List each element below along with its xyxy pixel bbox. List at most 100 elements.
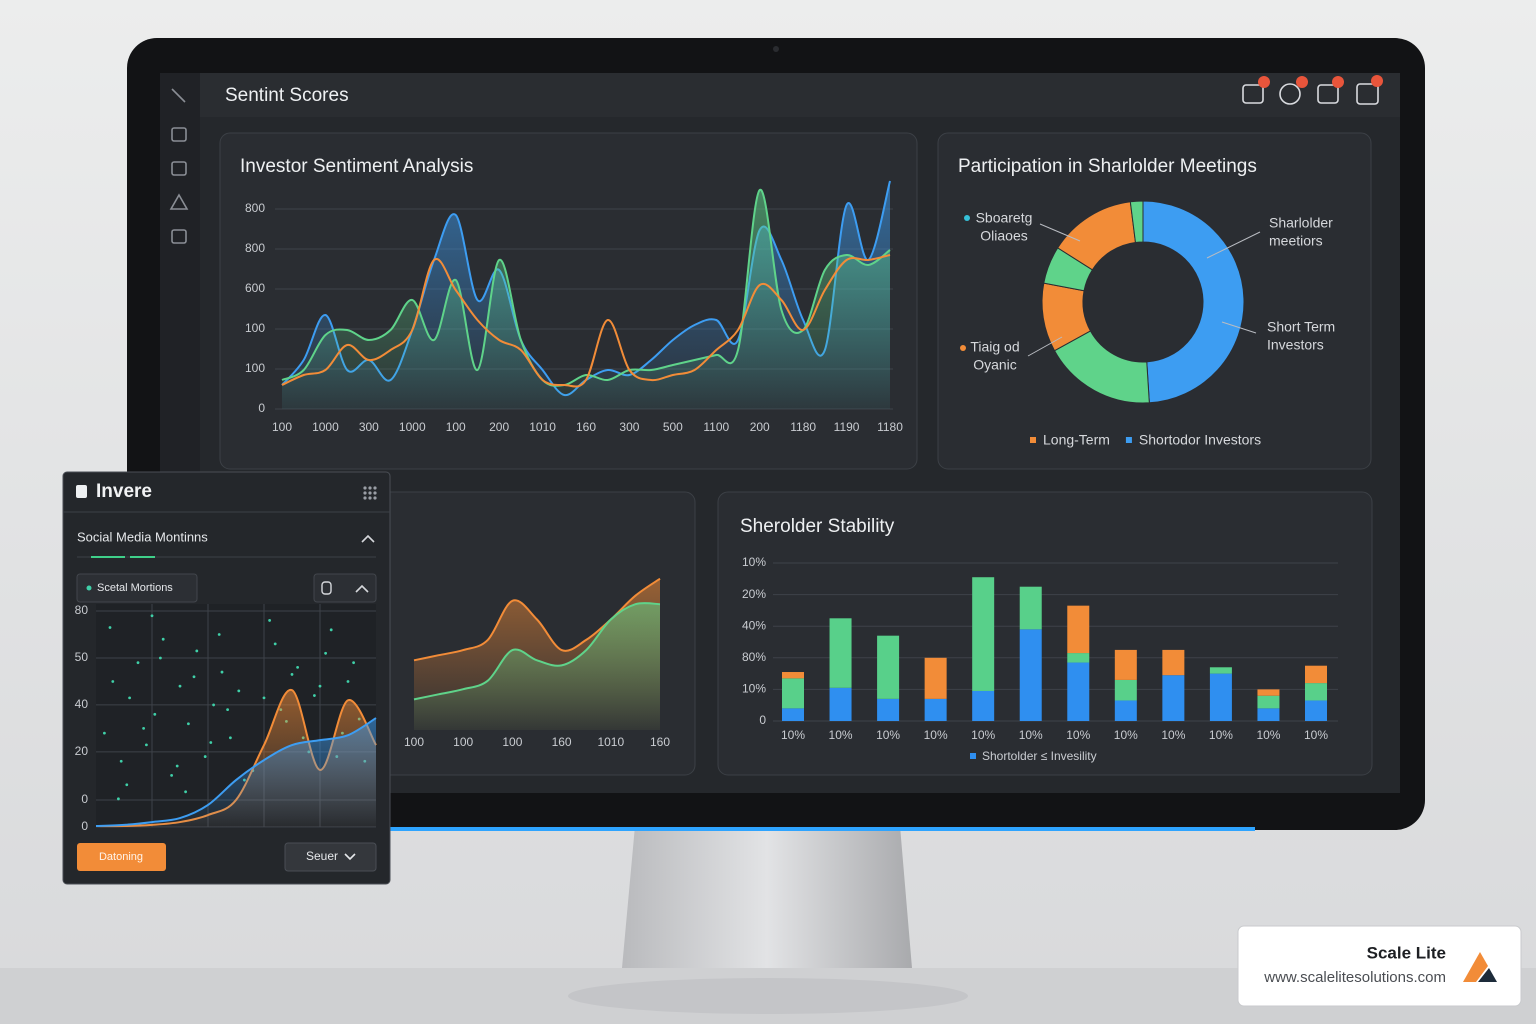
sidebar-icon[interactable] — [171, 88, 186, 103]
floating-panel: Invere Social Media Montinns 0020405080 … — [62, 471, 391, 885]
bar-segment — [1162, 675, 1185, 721]
scatter-point — [262, 696, 266, 700]
primary-button[interactable] — [77, 843, 166, 871]
bar-segment — [1019, 629, 1042, 721]
bar-segment — [1257, 708, 1280, 721]
scatter-point — [217, 633, 221, 636]
annotation-label: Tiaig od — [970, 339, 1019, 355]
scatter-point — [296, 665, 299, 669]
select-dropdown[interactable] — [284, 842, 377, 872]
sidebar-icon[interactable] — [169, 193, 189, 210]
x-tick-label: 160 — [576, 420, 596, 434]
scatter-point — [187, 722, 190, 726]
y-tick-label: 10% — [742, 555, 766, 569]
scatter-point — [273, 642, 277, 646]
panel-chart: 0 0 20 40 50 80 — [75, 603, 377, 833]
brand-badge — [1237, 925, 1522, 1007]
bar-segment — [1114, 700, 1137, 721]
x-tick-label: 1180 — [790, 420, 816, 434]
y-tick-label: 0 — [258, 401, 265, 415]
bar-segment — [1067, 653, 1090, 663]
annotation-label: Sboaretg — [976, 210, 1033, 226]
sidebar-icons — [169, 88, 189, 244]
bar-segment — [877, 698, 900, 721]
primary-button-label[interactable]: Datoning — [99, 851, 143, 863]
bar-segment — [924, 698, 947, 721]
toolbar-icon[interactable] — [321, 581, 332, 595]
y-tick-label: 600 — [245, 281, 265, 295]
annotation-label: Investors — [1267, 337, 1324, 353]
header-icon[interactable] — [1279, 83, 1301, 105]
toolbar — [313, 573, 377, 603]
header-title: Sentint Scores — [225, 85, 349, 106]
scatter-point — [184, 790, 188, 794]
card — [937, 132, 1372, 470]
pie-segment — [1142, 200, 1245, 404]
x-tick-label: 10% — [1019, 728, 1043, 742]
scatter-point — [161, 637, 165, 641]
x-tick-label: 200 — [750, 420, 770, 434]
y-tick-label: 40 — [75, 697, 89, 711]
collapse-chevron[interactable] — [361, 534, 375, 543]
bar-segment — [1209, 673, 1232, 721]
legend-dot — [86, 585, 92, 591]
notification-dot — [1258, 76, 1270, 88]
x-tick-label: 10% — [1114, 728, 1138, 742]
bar-segment — [1305, 683, 1327, 701]
x-tick-label: 160 — [552, 735, 572, 749]
chart-title: Participation in Sharlolder Meetings — [958, 156, 1257, 177]
scatter-point — [203, 755, 207, 758]
legend-swatch — [970, 753, 976, 759]
bar-segment — [1162, 649, 1185, 676]
header-bar — [200, 73, 1400, 117]
scatter-point — [128, 696, 132, 700]
chart: Participation in Sharlolder Meetings Sboa… — [958, 156, 1335, 448]
annotation-label: meetiors — [1269, 233, 1323, 249]
scatter-point — [212, 703, 216, 707]
header-icon[interactable] — [1317, 84, 1339, 104]
bar-segment — [1305, 700, 1327, 721]
line — [281, 254, 891, 388]
line — [413, 602, 661, 701]
y-tick-label: 10% — [742, 682, 766, 696]
y-tick-label: 800 — [245, 201, 265, 215]
legend-label: Long-Term — [1043, 432, 1110, 448]
select-chevron[interactable] — [344, 853, 356, 861]
x-tick-label: 100 — [502, 735, 522, 749]
scatter-point — [346, 680, 350, 683]
bar-segment — [829, 618, 852, 688]
y-tick-label: 80% — [742, 650, 766, 664]
scatter-point — [268, 619, 271, 622]
toolbar-icon[interactable] — [355, 584, 369, 593]
select-label[interactable]: Seuer — [306, 849, 338, 863]
notification-dot — [1332, 76, 1344, 88]
y-tick-label: 0 — [81, 792, 88, 806]
header-icon[interactable] — [1356, 83, 1379, 105]
grid-icon[interactable] — [363, 486, 377, 500]
x-tick-label: 1190 — [834, 420, 860, 434]
scatter-point — [108, 626, 112, 629]
bar-segment — [782, 672, 804, 679]
annotation-label: Oyanic — [973, 357, 1017, 373]
notification-dot — [1296, 76, 1308, 88]
sidebar-icon[interactable] — [171, 229, 187, 244]
bar-segment — [924, 657, 947, 699]
chart-title: Sherolder Stability — [740, 516, 895, 537]
bar-segment — [1067, 662, 1090, 721]
leader-line — [1221, 321, 1257, 334]
scatter-point — [125, 783, 129, 787]
x-tick-label: 300 — [359, 420, 379, 434]
scatter-point — [229, 736, 232, 740]
x-tick-label: 500 — [663, 420, 683, 434]
y-tick-label: 80 — [75, 603, 89, 617]
camera — [773, 46, 779, 52]
x-tick-label: 10% — [1209, 728, 1233, 742]
brand-name: Scale Lite — [1367, 943, 1446, 962]
x-tick-label: 10% — [876, 728, 900, 742]
sidebar-icon[interactable] — [171, 127, 187, 142]
header-icon[interactable] — [1242, 84, 1264, 104]
sidebar-icon[interactable] — [171, 161, 187, 176]
scatter-point — [153, 712, 157, 716]
scatter-point — [170, 773, 174, 777]
x-tick-label: 1000 — [399, 420, 426, 434]
